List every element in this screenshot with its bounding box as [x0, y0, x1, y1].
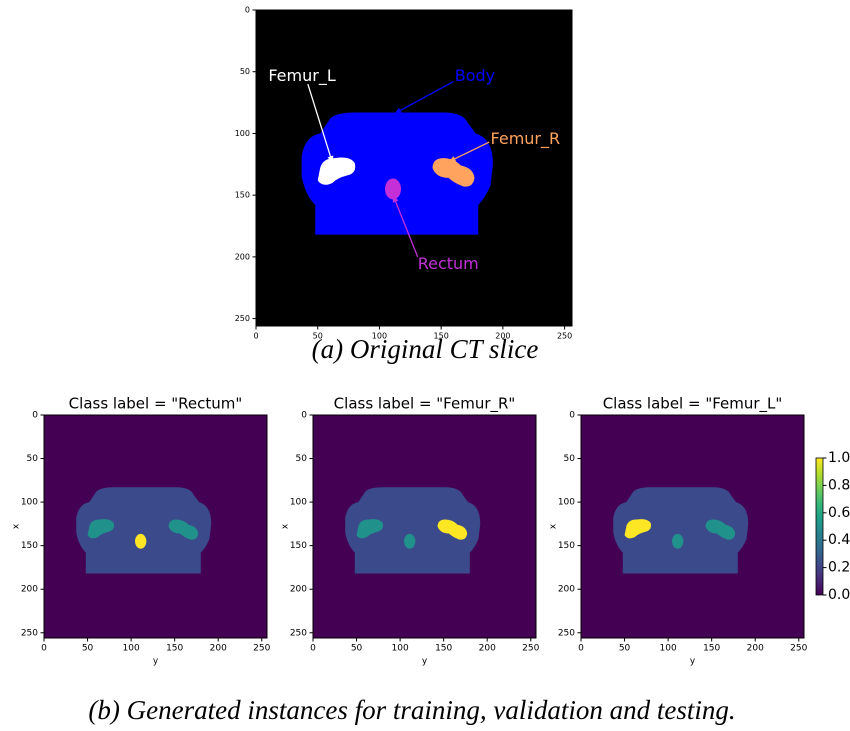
y-tick-label: 100 [558, 498, 575, 508]
colorbar-tick-label: 0.4 [828, 532, 850, 548]
y-tick-label: 100 [21, 498, 38, 508]
rectum-mask [135, 534, 146, 549]
x-tick-label: 100 [392, 644, 409, 654]
y-tick-label: 0 [569, 411, 575, 421]
image [581, 415, 804, 638]
x-tick-label: 250 [790, 644, 807, 654]
caption: (b) Generated instances for training, va… [88, 695, 735, 725]
x-tick-label: 250 [557, 332, 572, 341]
x-tick-label: 250 [522, 644, 539, 654]
x-tick-label: 150 [434, 332, 449, 341]
colorbar-tick-label: 1.0 [828, 450, 850, 466]
x-tick-label: 100 [660, 644, 677, 654]
colorbar-tick-label: 0.0 [828, 587, 850, 603]
y-tick-label: 0 [32, 411, 38, 421]
y-tick-label: 0 [245, 6, 250, 15]
y-tick-label: 250 [235, 314, 250, 323]
y-tick-label: 100 [235, 129, 250, 138]
y-tick-label: 150 [21, 541, 38, 551]
y-axis-label: x [12, 523, 22, 529]
x-tick-label: 0 [253, 332, 258, 341]
y-tick-label: 150 [235, 191, 250, 200]
y-tick-label: 150 [290, 541, 307, 551]
y-axis-label: x [549, 523, 559, 529]
y-tick-label: 200 [290, 585, 307, 595]
image [44, 415, 267, 638]
x-tick-label: 150 [703, 644, 720, 654]
x-tick-label: 150 [166, 644, 183, 654]
annotation: Rectum [418, 254, 479, 273]
y-tick-label: 250 [558, 628, 575, 638]
colorbar [816, 458, 823, 595]
rectum-mask [404, 534, 415, 549]
masks [613, 487, 748, 573]
y-tick-label: 150 [558, 541, 575, 551]
y-tick-label: 50 [296, 454, 308, 464]
axes-title: Class label = "Femur_L" [603, 395, 783, 414]
x-tick-label: 200 [479, 644, 496, 654]
y-tick-label: 200 [558, 585, 575, 595]
y-tick-label: 50 [564, 454, 576, 464]
x-tick-label: 200 [747, 644, 764, 654]
x-tick-label: 50 [351, 644, 363, 654]
image [313, 415, 536, 638]
x-tick-label: 0 [578, 644, 584, 654]
rectum-mask [672, 534, 683, 549]
y-tick-label: 0 [301, 411, 307, 421]
image [256, 10, 572, 326]
figure: (a) Original CT slice (b) Generated inst… [0, 0, 850, 731]
x-axis-label: y [153, 657, 159, 667]
x-tick-label: 200 [495, 332, 510, 341]
y-tick-label: 100 [290, 498, 307, 508]
x-tick-label: 200 [210, 644, 227, 654]
x-tick-label: 50 [82, 644, 94, 654]
annotation: Body [455, 66, 495, 85]
x-tick-label: 50 [619, 644, 631, 654]
masks [345, 487, 480, 573]
y-tick-label: 250 [290, 628, 307, 638]
y-tick-label: 50 [27, 454, 39, 464]
x-axis-label: y [690, 657, 696, 667]
colorbar-tick-label: 0.8 [828, 477, 850, 493]
axes-title: Class label = "Femur_R" [334, 395, 516, 414]
x-tick-label: 100 [123, 644, 140, 654]
y-tick-label: 200 [21, 585, 38, 595]
x-tick-label: 150 [435, 644, 452, 654]
colorbar-tick-label: 0.6 [828, 505, 850, 521]
x-tick-label: 0 [41, 644, 47, 654]
y-tick-label: 50 [240, 67, 250, 76]
x-axis-label: y [422, 657, 428, 667]
axes-title: Class label = "Rectum" [69, 395, 243, 413]
y-tick-label: 200 [235, 252, 250, 261]
y-tick-label: 250 [21, 628, 38, 638]
masks [302, 112, 493, 234]
colorbar-tick-label: 0.2 [828, 560, 850, 576]
annotation: Femur_R [491, 129, 561, 149]
masks [76, 487, 211, 573]
y-axis-label: x [281, 523, 291, 529]
annotation: Femur_L [268, 66, 335, 86]
x-tick-label: 50 [313, 332, 323, 341]
x-tick-label: 100 [372, 332, 387, 341]
x-tick-label: 250 [253, 644, 270, 654]
x-tick-label: 0 [310, 644, 316, 654]
